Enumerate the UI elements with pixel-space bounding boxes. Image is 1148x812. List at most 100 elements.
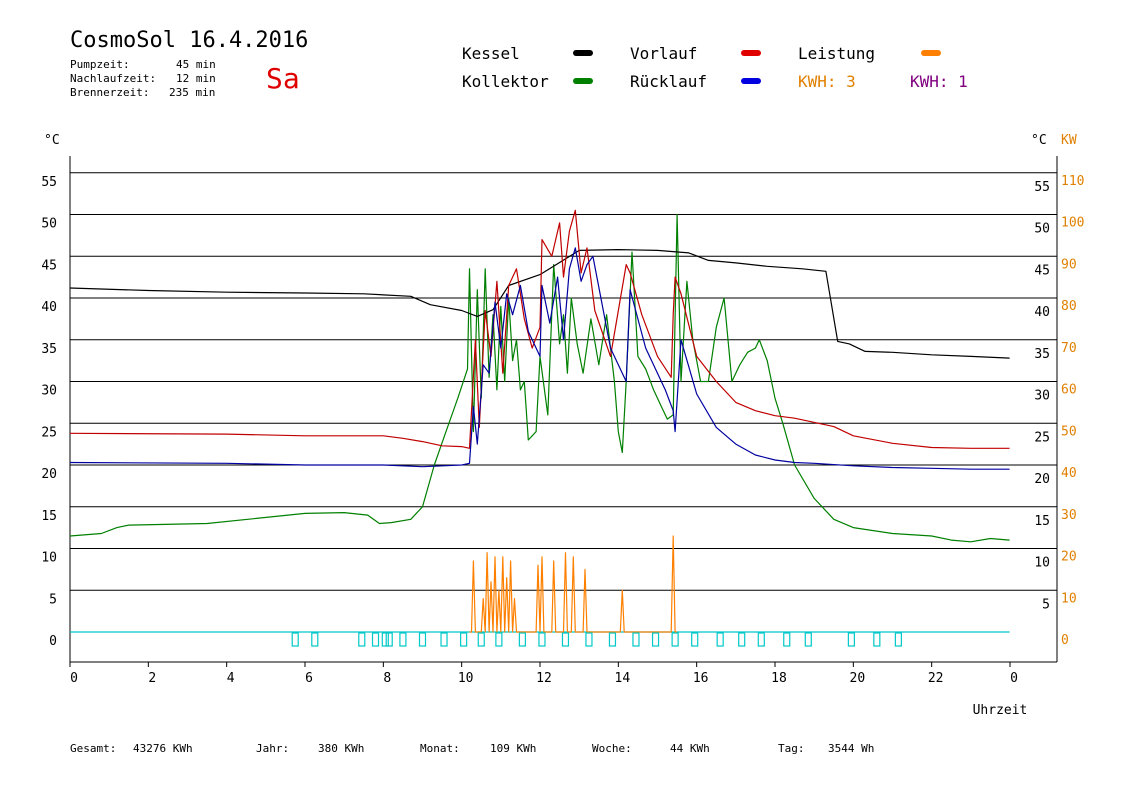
footer-label-gesamt: Gesamt: [70,742,117,755]
pump-marker-20 [691,632,699,647]
pump-marker-8 [440,632,448,647]
y-right-tick-label-30: 30 [1034,389,1050,404]
pump-marker-22 [738,632,746,647]
y-tick-label-50: 50 [41,217,57,232]
pump-marker-23 [757,632,765,647]
x-tick-label-10: 20 [850,671,866,686]
footer-value-woche: 44 KWh [670,742,710,755]
y-right-tick-label-20: 20 [1034,472,1050,487]
pump-marker-28 [894,632,902,647]
y-tick-label-30: 30 [41,384,57,399]
x-tick-label-7: 14 [615,671,631,686]
x-tick-label-8: 16 [693,671,709,686]
legend-swatch-3 [573,78,593,84]
legend-swatch-1 [741,50,761,56]
footer-label-tag: Tag: [778,742,805,755]
kw-tick-label-90: 90 [1061,257,1077,272]
stat-label-pumpzeit: Pumpzeit: [70,58,130,71]
y-tick-label-55: 55 [41,175,57,190]
y-right-tick-label-15: 15 [1034,514,1050,529]
kw-tick-label-30: 30 [1061,508,1077,523]
kw-tick-label-20: 20 [1061,550,1077,565]
chart-title: CosmoSol 16.4.2016 [70,28,309,53]
kw-tick-label-100: 100 [1061,216,1084,231]
stat-value-nachlaufzeit: 12 min [176,72,216,85]
x-tick-label-4: 8 [383,671,391,686]
series-line-kessel [69,249,1010,359]
kw-tick-label-60: 60 [1061,383,1077,398]
footer-label-jahr: Jahr: [256,742,290,755]
pump-marker-6 [399,632,407,647]
pump-marker-3 [371,632,380,647]
y-tick-label-15: 15 [41,509,57,524]
legend-label-kollektor: Kollektor [462,72,549,91]
y-tick-label-5: 5 [49,592,57,607]
pump-marker-2 [358,632,366,647]
pump-marker-21 [716,632,724,647]
footer-value-jahr: 380 KWh [318,742,365,755]
y-right-tick-label-25: 25 [1034,430,1050,445]
y-tick-label-20: 20 [41,467,57,482]
kwh-solar-label: KWH: 3 [798,72,856,91]
y-right-tick-label-45: 45 [1034,263,1050,278]
y-tick-label-45: 45 [41,258,57,273]
pump-marker-26 [847,632,855,647]
stat-value-brennerzeit: 235 min [169,86,216,99]
kw-tick-label-70: 70 [1061,341,1077,356]
pump-marker-0 [291,632,299,647]
kw-tick-label-50: 50 [1061,424,1077,439]
pump-marker-27 [873,632,881,647]
stat-label-nachlaufzeit: Nachlaufzeit: [70,72,157,85]
y-right-tick-label-50: 50 [1034,222,1050,237]
pump-marker-1 [311,632,319,647]
pump-marker-12 [518,632,526,647]
pump-marker-24 [783,632,791,647]
y-right-tick-label-10: 10 [1034,556,1050,571]
pump-marker-5 [385,632,393,647]
y-right-tick-label-5: 5 [1042,597,1050,612]
legend-swatch-0 [573,50,593,56]
series-line-vorlauf [69,209,1010,449]
y-axis-unit-left: °C [44,133,60,148]
pump-marker-17 [632,632,640,647]
y-tick-label-25: 25 [41,425,57,440]
y-right-tick-label-55: 55 [1034,180,1050,195]
footer-label-woche: Woche: [592,742,632,755]
stat-value-pumpzeit: 45 min [176,58,216,71]
legend-label-kessel: Kessel [462,44,520,63]
footer-value-gesamt: 43276 KWh [133,742,193,755]
series-line-ruecklauf [69,247,1010,470]
footer-value-monat: 109 KWh [490,742,537,755]
legend-label-leistung: Leistung [798,44,876,63]
kw-tick-label-40: 40 [1061,466,1077,481]
x-tick-label-12: 0 [1010,671,1018,686]
pump-marker-15 [585,632,593,647]
pump-marker-10 [477,632,485,647]
weekday-label: Sa [266,62,300,95]
legend-label-vorlauf: Vorlauf [630,44,698,63]
y-tick-label-10: 10 [41,551,57,566]
pump-marker-7 [418,632,427,647]
y-tick-label-40: 40 [41,300,57,315]
x-tick-label-3: 6 [305,671,313,686]
legend-label-ruecklauf: Rücklauf [630,72,708,91]
y-right-tick-label-40: 40 [1034,305,1050,320]
x-tick-label-5: 10 [458,671,474,686]
pump-marker-13 [538,632,546,647]
series-line-kollektor [69,213,1010,543]
legend-swatch-4 [741,78,761,84]
pump-marker-14 [561,632,570,647]
series-line-leistung [469,535,678,633]
y-right-tick-label-35: 35 [1034,347,1050,362]
y-tick-label-0: 0 [49,634,57,649]
footer-label-monat: Monat: [420,742,460,755]
pump-marker-19 [671,632,679,647]
kw-tick-label-10: 10 [1061,591,1077,606]
x-tick-label-2: 4 [227,671,235,686]
legend-swatch-2 [921,50,941,56]
pump-marker-4 [381,632,389,647]
footer-value-tag: 3544 Wh [828,742,875,755]
x-tick-label-6: 12 [536,671,552,686]
x-axis-label: Uhrzeit [973,703,1028,718]
